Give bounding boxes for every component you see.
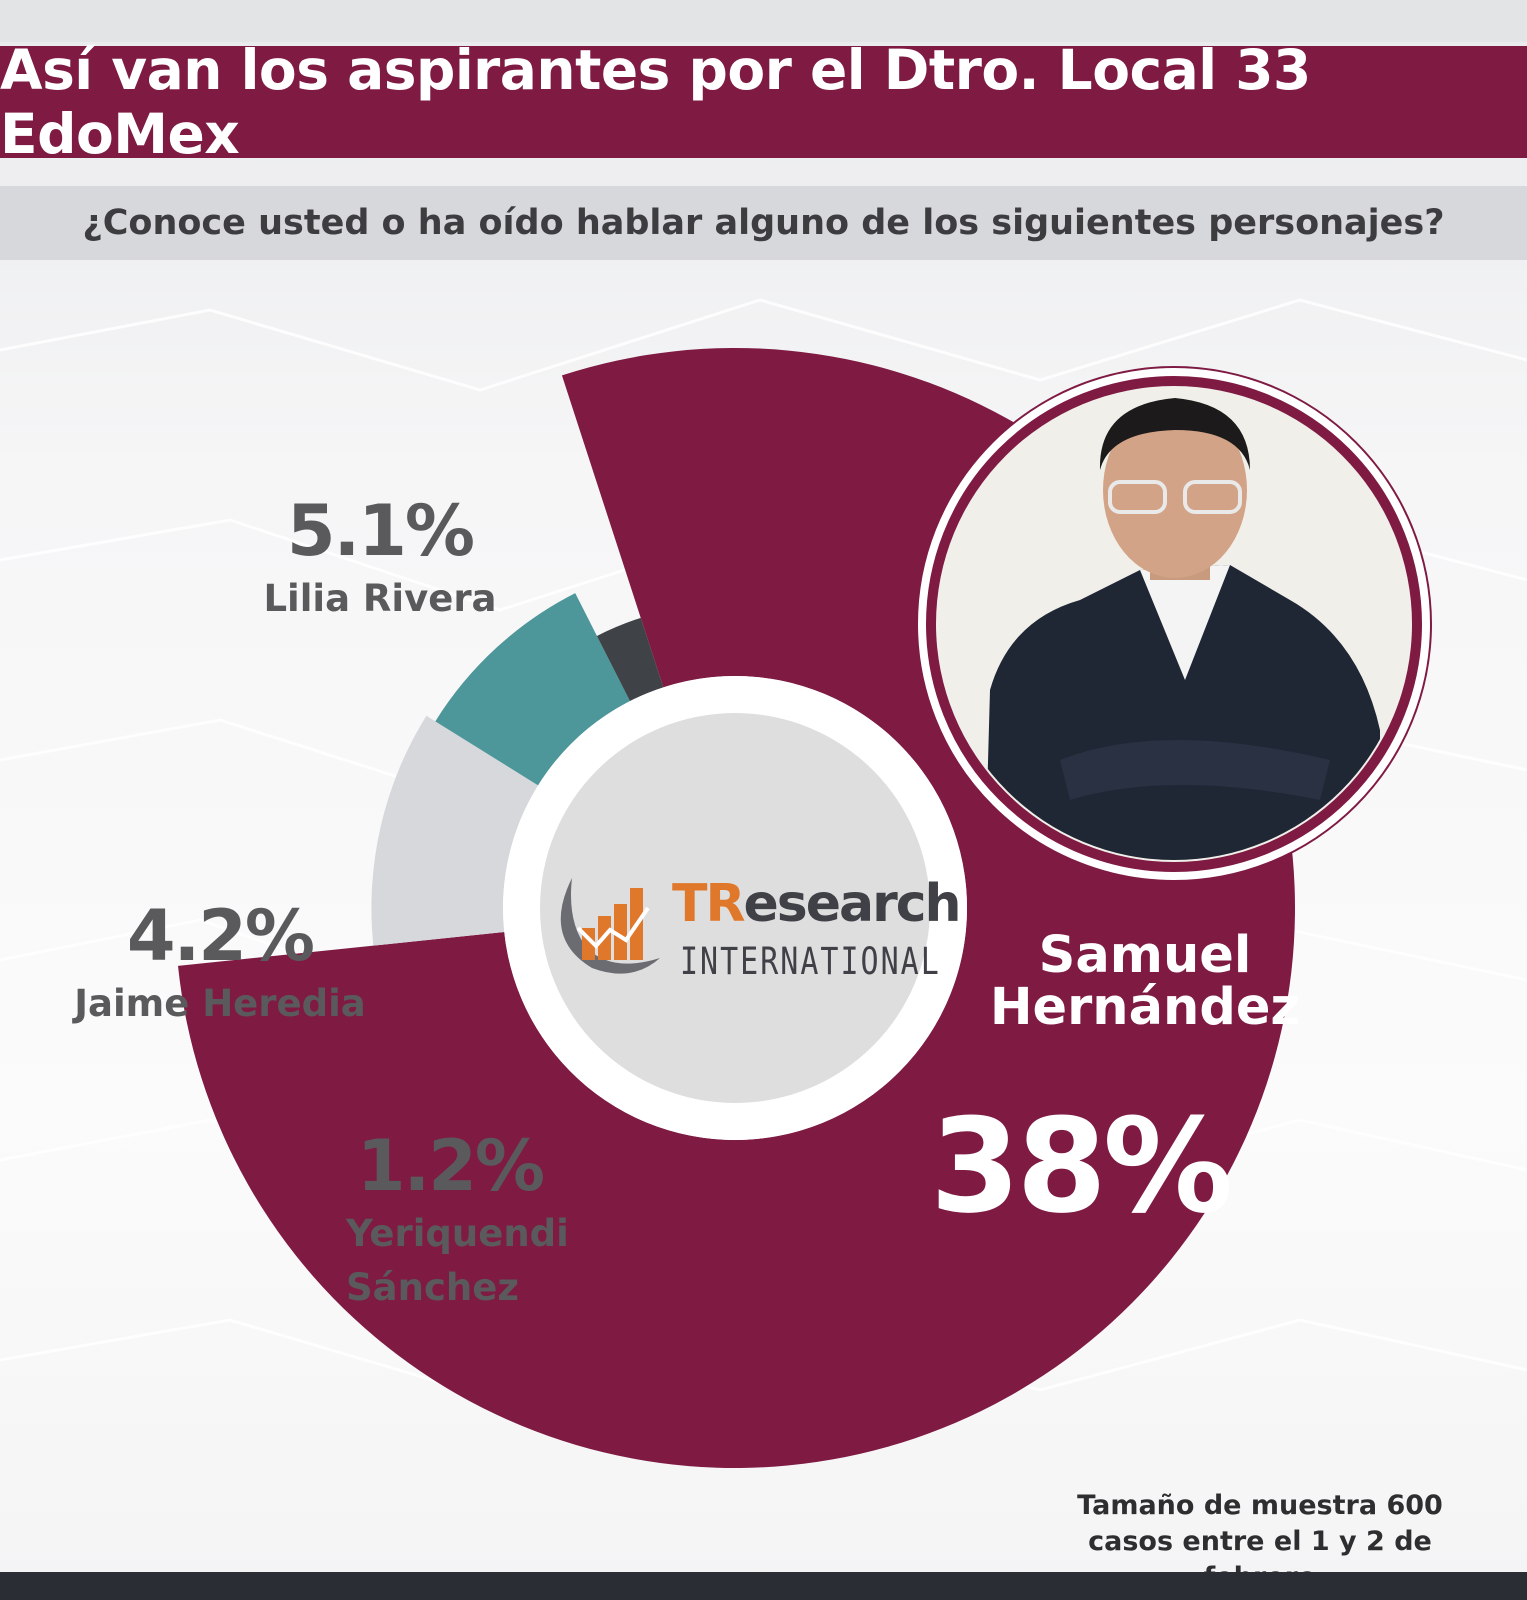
slice-yeriquendi — [596, 617, 664, 702]
value-label-samuel: 38% — [930, 1090, 1233, 1242]
label-yeriquendi: 1.2% Yeriquendi Sánchez — [320, 1125, 580, 1315]
bar-chart-growth-icon — [560, 878, 660, 974]
name-label-yeriquendi-1: Yeriquendi — [346, 1212, 569, 1255]
label-jaime: 4.2% Jaime Heredia — [60, 895, 380, 1031]
label-samuel: Samuel Hernández — [980, 930, 1310, 1034]
logo-wordmark-rest: esearch — [743, 874, 962, 934]
page-title: Así van los aspirantes por el Dtro. Loca… — [0, 38, 1311, 166]
footnote-line-1: Tamaño de muestra 600 — [1077, 1490, 1443, 1521]
name-label-jaime: Jaime Heredia — [74, 982, 366, 1025]
name-label-lilia: Lilia Rivera — [263, 577, 497, 620]
slice-jaime — [435, 593, 631, 786]
value-label-lilia: 5.1% — [286, 490, 475, 572]
name-label-samuel-1: Samuel — [1038, 926, 1252, 985]
footer-band — [0, 1572, 1527, 1600]
label-lilia: 5.1% Lilia Rivera — [230, 490, 530, 626]
value-label-jaime: 4.2% — [126, 895, 315, 977]
logo-wordmark-prefix: TR — [672, 874, 746, 934]
top-strip — [0, 0, 1527, 42]
tresearch-logo: TResearch INTERNATIONAL — [552, 868, 962, 988]
logo-subtitle: INTERNATIONAL — [680, 940, 941, 984]
sample-footnote: Tamaño de muestra 600 casos entre el 1 y… — [1040, 1488, 1480, 1596]
title-banner: Así van los aspirantes por el Dtro. Loca… — [0, 38, 1527, 166]
photo-ring-white — [918, 368, 1430, 880]
center-logo-disc — [540, 713, 930, 1103]
name-label-samuel-2: Hernández — [989, 978, 1301, 1037]
value-label-yeriquendi: 1.2% — [356, 1125, 545, 1207]
candidate-portrait — [985, 398, 1380, 860]
question-bar: ¿Conoce usted o ha oído hablar alguno de… — [0, 186, 1527, 260]
logo-wordmark: TResearch — [672, 874, 962, 934]
name-label-yeriquendi-2: Sánchez — [346, 1266, 519, 1309]
slice-lilia — [371, 715, 539, 946]
survey-question: ¿Conoce usted o ha oído hablar alguno de… — [82, 203, 1445, 243]
